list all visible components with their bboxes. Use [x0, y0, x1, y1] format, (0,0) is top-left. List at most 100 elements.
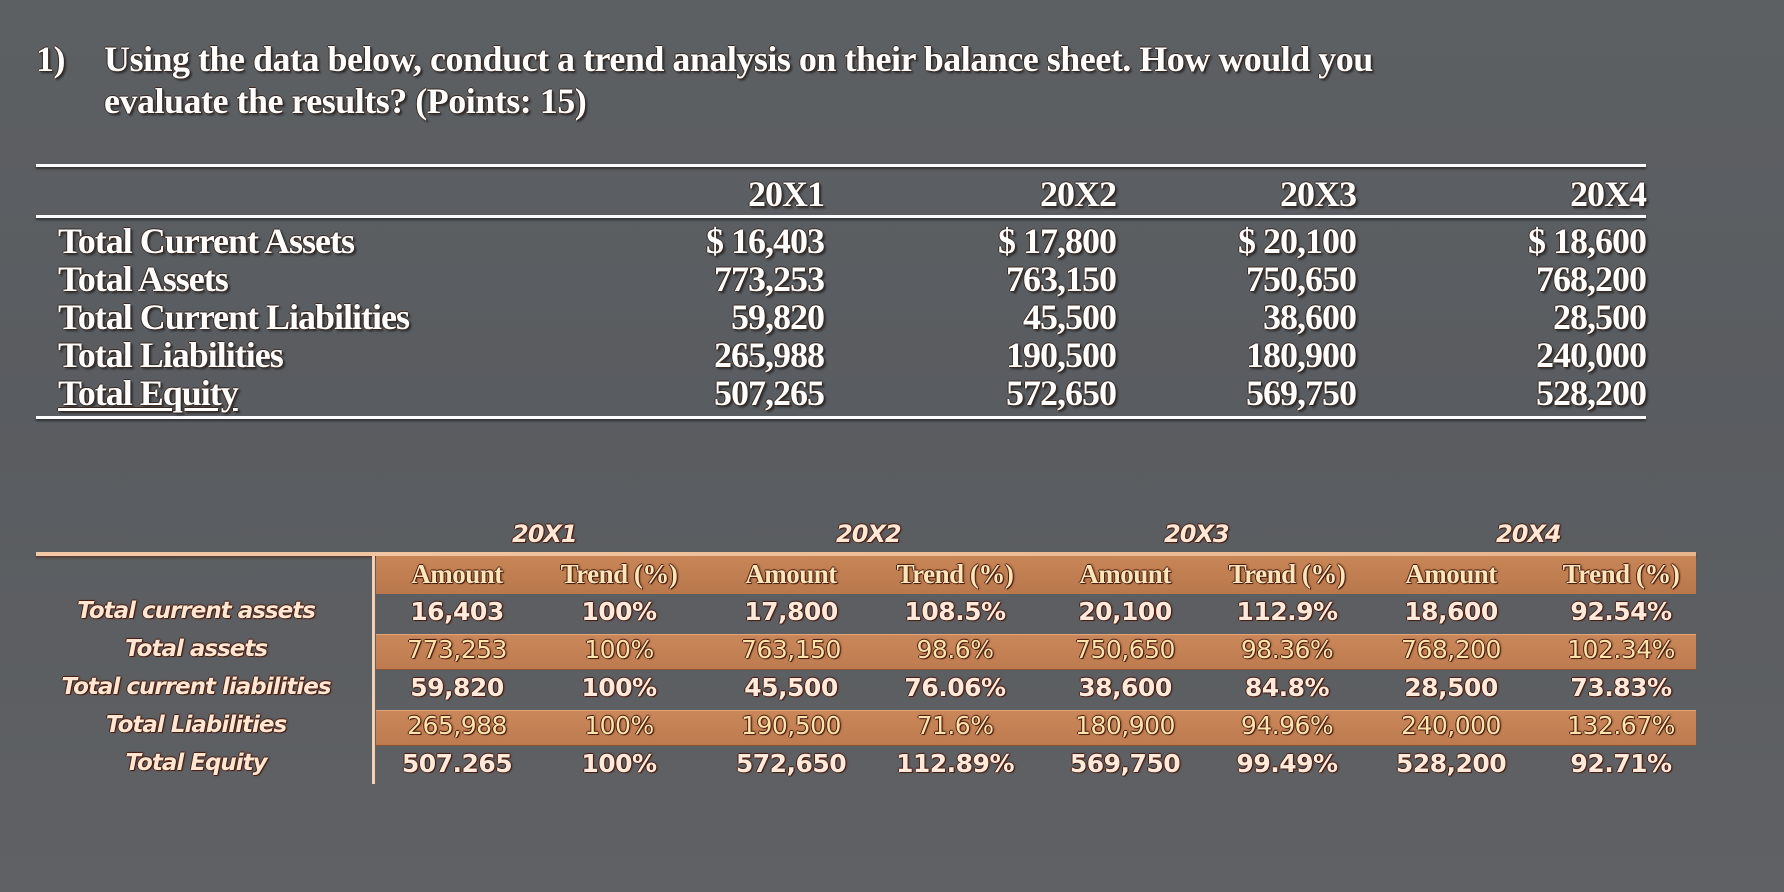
cell-value: 45,500	[1023, 297, 1117, 337]
question-line-1-text: Using the data below, conduct a trend an…	[104, 39, 1373, 79]
subheader-trend: Trend (%)	[560, 559, 678, 589]
cell-amount: 18,600	[1404, 597, 1498, 626]
year-header-1: 20X1	[748, 174, 825, 214]
cell-value: 190,500	[1006, 335, 1117, 375]
cell-trend: 100%	[581, 673, 657, 702]
year-header-2: 20X2	[1040, 174, 1117, 214]
subheader-amount: Amount	[1079, 559, 1171, 589]
cell-value: $ 17,800	[998, 221, 1117, 261]
year-header-4: 20X4	[1570, 174, 1647, 214]
cell-trend: 100%	[581, 597, 657, 626]
row-label: Total Equity	[125, 750, 267, 776]
year-header-3: 20X3	[1280, 174, 1357, 214]
question-line-2: evaluate the results? (Points: 15)	[104, 81, 587, 121]
trend-top-rule	[36, 552, 1696, 556]
subheader-trend: Trend (%)	[1228, 559, 1346, 589]
trend-analysis-table: 20X1 20X2 20X3 20X4 Amount Trend (%) Amo…	[36, 516, 1696, 784]
cell-trend: 94.96%	[1240, 711, 1334, 740]
cell-amount: 38,600	[1078, 673, 1172, 702]
trend-year-3: 20X3	[1164, 520, 1230, 548]
table-top-rule	[36, 164, 1646, 167]
table-row: Total Assets 773,253 763,150 750,650 768…	[36, 258, 1647, 299]
cell-amount: 507.265	[401, 749, 513, 778]
cell-value: $ 18,600	[1528, 221, 1647, 261]
cell-value: 569,750	[1246, 373, 1357, 413]
cell-trend: 100%	[581, 749, 657, 778]
cell-value: 572,650	[1006, 373, 1117, 413]
cell-amount: 773,253	[407, 635, 507, 664]
cell-value: 59,820	[731, 297, 825, 337]
cell-trend: 76.06%	[904, 673, 1006, 702]
cell-trend: 92.54%	[1570, 597, 1672, 626]
table-row: Total current assets 16,403 100% 17,800 …	[36, 594, 1696, 632]
row-band	[376, 556, 1696, 594]
row-label: Total Liabilities	[105, 712, 287, 738]
header-rule	[36, 215, 1646, 218]
row-label: Total Equity	[58, 372, 239, 414]
cell-value: 528,200	[1536, 373, 1647, 413]
table-row: Total Current Liabilities 59,820 45,500 …	[36, 296, 1647, 337]
table-row: Total Equity 507.265 100% 572,650 112.89…	[36, 746, 1696, 784]
question-text: 1) Using the data below, conduct a trend …	[36, 38, 1636, 122]
cell-amount: 768,200	[1401, 635, 1501, 664]
cell-amount: 750,650	[1075, 635, 1175, 664]
cell-trend: 100%	[584, 635, 654, 664]
cell-amount: 45,500	[744, 673, 838, 702]
cell-value: 768,200	[1536, 259, 1647, 299]
row-band	[376, 710, 1696, 746]
cell-value: 773,253	[714, 259, 825, 299]
row-label: Total current liabilities	[61, 674, 331, 700]
cell-value: 240,000	[1536, 335, 1647, 375]
cell-amount: 763,150	[741, 635, 841, 664]
cell-trend: 112.89%	[895, 749, 1015, 778]
cell-value: 265,988	[714, 335, 825, 375]
cell-trend: 112.9%	[1236, 597, 1338, 626]
cell-value: 38,600	[1263, 297, 1357, 337]
cell-amount: 240,000	[1401, 711, 1501, 740]
label-divider	[372, 556, 375, 784]
row-label: Total assets	[124, 636, 268, 662]
cell-trend: 132.67%	[1567, 711, 1675, 740]
trend-year-1: 20X1	[512, 520, 578, 548]
cell-value: 507,265	[714, 373, 825, 413]
subheader-amount: Amount	[1405, 559, 1497, 589]
subheader-row: Amount Trend (%) Amount Trend (%) Amount…	[36, 556, 1696, 594]
question-number: 1)	[36, 39, 66, 79]
cell-trend: 100%	[584, 711, 654, 740]
subheader-trend: Trend (%)	[1562, 559, 1680, 589]
cell-trend: 71.6%	[916, 711, 994, 740]
trend-year-4: 20X4	[1496, 520, 1562, 548]
cell-amount: 16,403	[410, 597, 504, 626]
cell-amount: 20,100	[1078, 597, 1172, 626]
balance-sheet-body: Total Current Assets $ 16,403 $ 17,800 $…	[36, 218, 1647, 416]
table-row: Total Equity 507,265 572,650 569,750 528…	[36, 372, 1647, 413]
subheader-amount: Amount	[411, 559, 503, 589]
cell-trend: 102.34%	[1567, 635, 1675, 664]
row-label: Total current assets	[77, 598, 316, 624]
cell-value: 28,500	[1553, 297, 1647, 337]
cell-amount: 528,200	[1395, 749, 1507, 778]
table-row: Total assets 773,253 100% 763,150 98.6% …	[36, 632, 1696, 670]
trend-grid: Amount Trend (%) Amount Trend (%) Amount…	[36, 556, 1696, 784]
table-row: Total Current Assets $ 16,403 $ 17,800 $…	[36, 220, 1647, 261]
cell-amount: 17,800	[744, 597, 838, 626]
trend-year-headers: 20X1 20X2 20X3 20X4	[36, 516, 1696, 552]
row-label: Total Current Liabilities	[58, 297, 410, 337]
cell-trend: 84.8%	[1244, 673, 1330, 702]
cell-amount: 569,750	[1069, 749, 1181, 778]
cell-amount: 265,988	[407, 711, 507, 740]
row-label: Total Current Assets	[58, 221, 355, 261]
cell-value: $ 16,403	[706, 221, 825, 261]
cell-amount: 180,900	[1075, 711, 1175, 740]
cell-value: 763,150	[1006, 259, 1117, 299]
cell-amount: 572,650	[735, 749, 847, 778]
row-band	[376, 634, 1696, 670]
trend-year-2: 20X2	[836, 520, 902, 548]
table-row: Total Liabilities 265,988 190,500 180,90…	[36, 334, 1647, 375]
balance-sheet-table: 20X1 20X2 20X3 20X4 Total Current Assets…	[36, 164, 1647, 419]
cell-value: $ 20,100	[1238, 221, 1357, 261]
subheader-amount: Amount	[745, 559, 837, 589]
cell-amount: 190,500	[741, 711, 841, 740]
subheader-trend: Trend (%)	[896, 559, 1014, 589]
cell-trend: 92.71%	[1570, 749, 1672, 778]
